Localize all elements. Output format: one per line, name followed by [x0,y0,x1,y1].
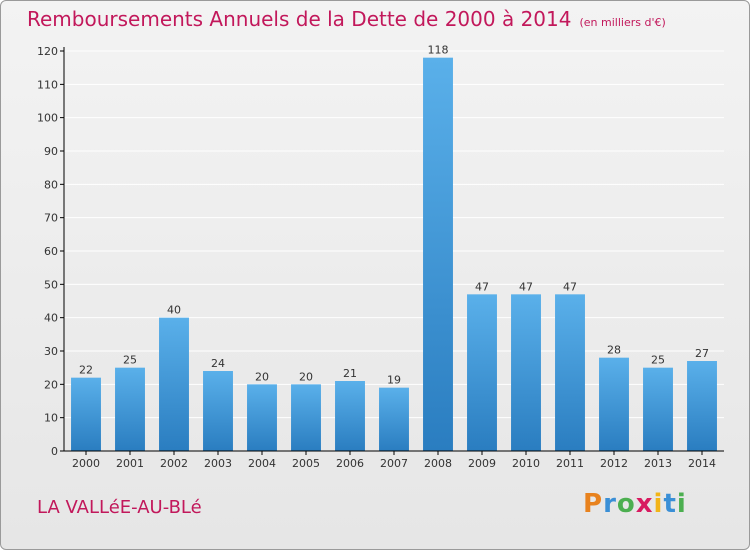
bar-value-label: 21 [343,367,357,380]
bar-value-label: 24 [211,357,225,370]
x-tick-label: 2006 [336,457,364,470]
logo-letter: x [635,489,654,519]
chart-unit: (en milliers d'€) [579,16,666,29]
chart-title-text: Remboursements Annuels de la Dette de 20… [27,7,572,31]
bar-2006 [335,381,365,451]
x-tick-label: 2011 [556,457,584,470]
y-tick-label: 60 [44,245,58,258]
x-tick-label: 2008 [424,457,452,470]
bar-2004 [247,384,277,451]
y-tick-label: 10 [44,412,58,425]
logo-letter: t [663,489,677,519]
x-tick-label: 2004 [248,457,276,470]
bar-value-label: 19 [387,374,401,387]
bar-value-label: 25 [123,354,137,367]
x-tick-label: 2014 [688,457,716,470]
x-tick-label: 2003 [204,457,232,470]
y-tick-label: 40 [44,312,58,325]
y-tick-label: 100 [37,112,58,125]
bar-2011 [555,294,585,451]
x-tick-label: 2010 [512,457,540,470]
bar-2003 [203,371,233,451]
bar-2014 [687,361,717,451]
bar-value-label: 118 [428,44,449,57]
logo-letter: i [676,489,687,519]
bar-value-label: 20 [255,370,269,383]
bar-2009 [467,294,497,451]
bar-value-label: 20 [299,370,313,383]
chart-title: Remboursements Annuels de la Dette de 20… [27,7,666,31]
bar-value-label: 22 [79,364,93,377]
bar-2005 [291,384,321,451]
x-tick-label: 2000 [72,457,100,470]
bar-value-label: 47 [519,280,533,293]
bar-value-label: 47 [563,280,577,293]
x-tick-label: 2007 [380,457,408,470]
proxiti-logo[interactable]: Proxiti [583,489,687,519]
bar-value-label: 47 [475,280,489,293]
x-tick-label: 2001 [116,457,144,470]
bar-2010 [511,294,541,451]
y-tick-label: 90 [44,145,58,158]
bar-2001 [115,367,145,451]
bar-2013 [643,367,673,451]
bar-value-label: 28 [607,344,621,357]
x-tick-label: 2009 [468,457,496,470]
x-tick-label: 2012 [600,457,628,470]
bar-2000 [71,377,101,451]
y-tick-label: 30 [44,345,58,358]
logo-letter: i [653,489,664,519]
bar-2002 [159,317,189,451]
bar-2012 [599,357,629,451]
commune-name: LA VALLéE-AU-BLé [37,497,202,518]
y-tick-label: 120 [37,45,58,58]
x-tick-label: 2002 [160,457,188,470]
y-tick-label: 20 [44,378,58,391]
bar-value-label: 40 [167,304,181,317]
logo-letter: o [616,489,636,519]
x-tick-label: 2005 [292,457,320,470]
bar-2007 [379,387,409,451]
logo-letter: P [583,489,604,519]
bar-value-label: 25 [651,354,665,367]
y-tick-label: 70 [44,212,58,225]
y-tick-label: 50 [44,278,58,291]
y-tick-label: 0 [51,445,58,458]
logo-letter: r [603,489,617,519]
y-tick-label: 80 [44,178,58,191]
y-tick-label: 110 [37,78,58,91]
x-tick-label: 2013 [644,457,672,470]
bar-value-label: 27 [695,347,709,360]
bar-2008 [423,57,453,452]
